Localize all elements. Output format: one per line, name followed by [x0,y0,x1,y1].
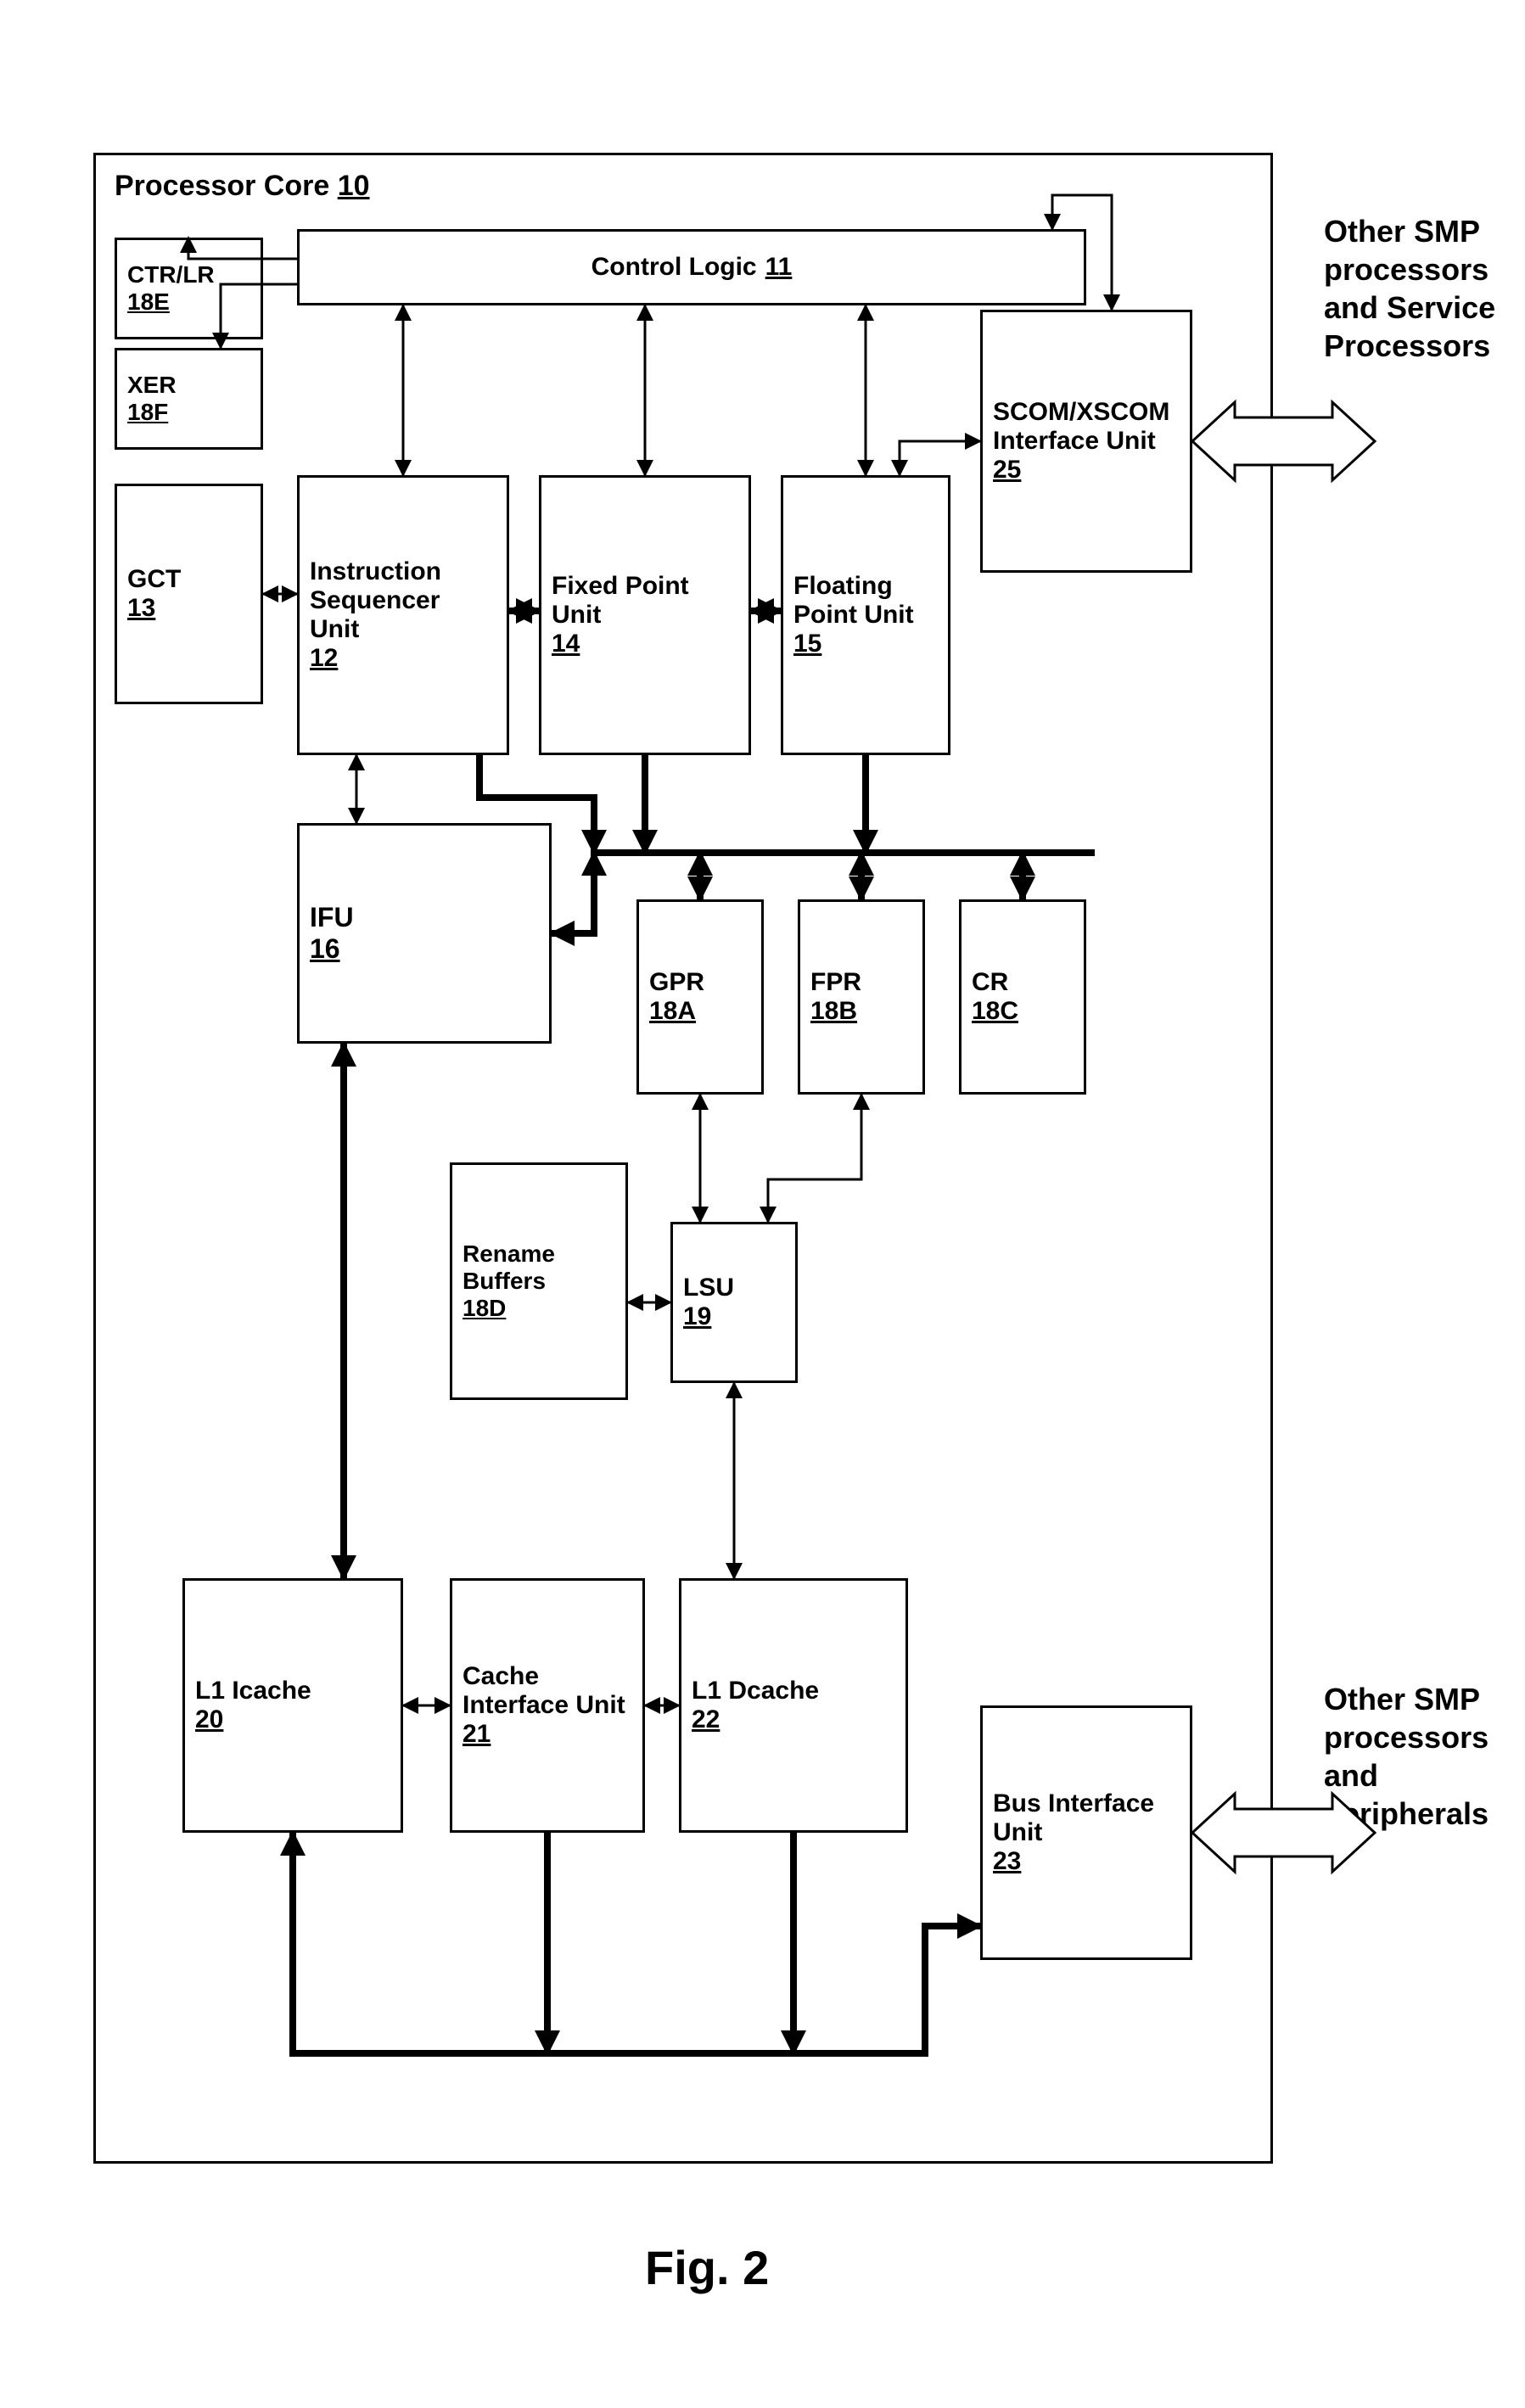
edge-bus-ifu-17 [552,853,594,933]
edge-l1i-biu-26 [293,1833,980,2053]
external-arrow-bottom [1192,1794,1375,1872]
connections-layer [0,0,1525,2408]
edge-control_logic-scom-5 [1052,195,1112,310]
edge-control_logic-ctr_lr-0 [188,238,297,259]
edge-control_logic-xer-1 [221,284,297,348]
edge-isu-bus-16 [479,755,594,853]
external-arrow-top [1192,402,1375,480]
edge-fpr-lsu-20 [768,1095,861,1222]
edge-float-scom-9 [900,441,980,475]
